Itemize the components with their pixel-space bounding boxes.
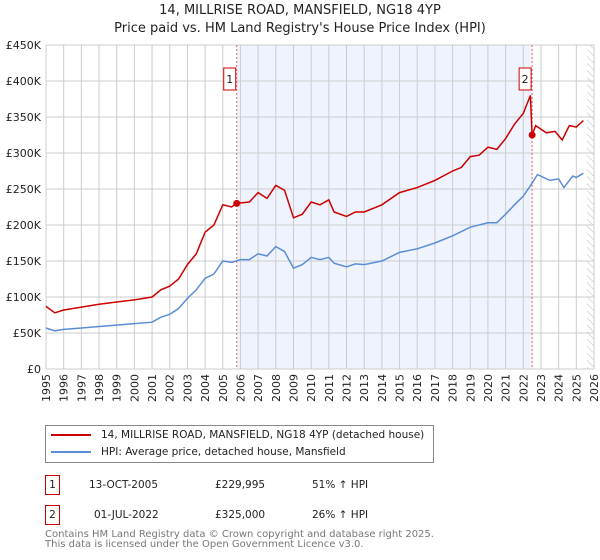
price-chart: 1995 1996 1997 1998 1999 2000 2001 2002 2003 2004…: [6, 39, 600, 402]
sale-price: £325,000: [215, 509, 266, 521]
shaded-ownership-period: [236, 45, 533, 369]
sale-point: [233, 199, 241, 207]
x-tick-label: 2015: [394, 374, 407, 402]
y-tick-label: £0: [27, 363, 41, 376]
x-tick-label: 2024: [553, 374, 566, 402]
x-tick-label: 2011: [323, 374, 336, 402]
x-tick-label: 1996: [58, 374, 71, 402]
x-tick-label: 1995: [40, 374, 53, 402]
y-tick-label: £250K: [6, 183, 42, 196]
chart-title: 14, MILLRISE ROAD, MANSFIELD, NG18 4YP: [159, 3, 441, 18]
sale-price: £229,995: [215, 479, 266, 491]
x-tick-label: 2008: [270, 374, 283, 402]
x-tick-label: 2009: [287, 374, 300, 402]
x-tick-label: 2001: [146, 374, 159, 402]
sale-point: [528, 131, 536, 139]
x-tick-label: 2019: [464, 374, 477, 402]
y-tick-label: £300K: [6, 147, 42, 160]
legend: 14, MILLRISE ROAD, MANSFIELD, NG18 4YP (…: [45, 425, 434, 463]
hatched-future-region: [586, 45, 594, 369]
x-tick-label: 2004: [199, 374, 212, 402]
series-line: [45, 95, 584, 314]
y-tick-label: £450K: [6, 39, 42, 52]
sale-hpi: 26% ↑ HPI: [312, 509, 369, 521]
sale-marker-box: [518, 67, 532, 91]
x-tick-label: 2007: [252, 374, 265, 402]
x-tick-label: 2002: [164, 374, 177, 402]
legend-label-property: 14, MILLRISE ROAD, MANSFIELD, NG18 4YP (…: [101, 429, 425, 441]
x-tick-label: 2003: [181, 374, 194, 402]
x-tick-label: 2022: [517, 374, 530, 402]
x-tick-label: 1997: [75, 374, 88, 402]
x-tick-label: 2000: [128, 374, 141, 402]
chart-subtitle: Price paid vs. HM Land Registry's House …: [114, 21, 486, 36]
legend-swatch-property: [51, 434, 91, 436]
sale-marker-label: 1: [226, 73, 233, 86]
x-tick-label: 2023: [535, 374, 548, 402]
legend-label-hpi: HPI: Average price, detached house, Mans…: [101, 446, 346, 458]
sale-row: 2 01-JUL-2022 £325,000 26% ↑ HPI: [45, 505, 445, 525]
legend-swatch-hpi: [51, 451, 91, 453]
y-tick-label: £400K: [6, 75, 42, 88]
footer: Contains HM Land Registry data © Crown c…: [45, 530, 434, 550]
x-tick-label: 2012: [341, 374, 354, 402]
x-tick-label: 2021: [500, 374, 513, 402]
sale-marker-box: [223, 67, 237, 91]
y-tick-label: £350K: [6, 111, 42, 124]
y-tick-label: £200K: [6, 219, 42, 232]
x-tick-label: 2006: [234, 374, 247, 402]
x-tick-label: 2026: [588, 374, 600, 402]
y-tick-label: £100K: [6, 291, 42, 304]
x-tick-label: 1999: [111, 374, 124, 402]
footer-licence: This data is licensed under the Open Gov…: [45, 539, 364, 550]
x-tick-label: 2005: [217, 374, 230, 402]
y-tick-label: £150K: [6, 255, 42, 268]
x-tick-label: 2014: [376, 374, 389, 402]
sale-hpi: 51% ↑ HPI: [312, 479, 369, 491]
footer-copyright: Contains HM Land Registry data © Crown c…: [45, 529, 434, 540]
sale-badge: 2: [45, 505, 60, 525]
x-tick-label: 2010: [305, 374, 318, 402]
x-tick-label: 2025: [570, 374, 583, 402]
x-tick-label: 2016: [411, 374, 424, 402]
sale-date: 01-JUL-2022: [94, 509, 159, 521]
x-tick-label: 1998: [93, 374, 106, 402]
y-tick-label: £50K: [13, 327, 42, 340]
sale-badge: 1: [45, 475, 60, 495]
x-tick-label: 2017: [429, 374, 442, 402]
sale-row: 1 13-OCT-2005 £229,995 51% ↑ HPI: [45, 475, 445, 495]
series-line: [45, 172, 584, 332]
x-tick-label: 2013: [358, 374, 371, 402]
x-tick-label: 2020: [482, 374, 495, 402]
x-tick-label: 2018: [447, 374, 460, 402]
sale-marker-label: 2: [522, 73, 529, 86]
sale-date: 13-OCT-2005: [89, 479, 158, 491]
